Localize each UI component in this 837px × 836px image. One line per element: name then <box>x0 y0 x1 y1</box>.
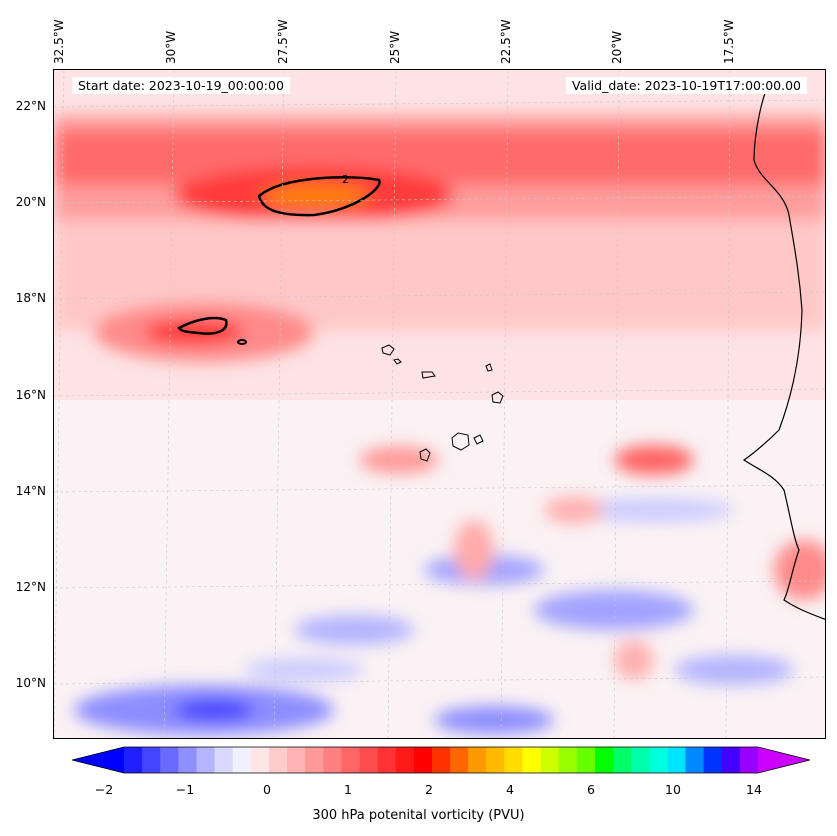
colorbar-cell <box>739 747 759 773</box>
colorbar-cell <box>558 747 578 773</box>
latitude-label: 12°N <box>15 580 46 594</box>
colorbar-cell <box>649 747 668 773</box>
longitude-label: 17.5°W <box>722 19 736 64</box>
colorbar-cell <box>250 747 270 773</box>
latitude-label: 16°N <box>15 388 46 402</box>
latitude-label: 10°N <box>15 676 46 690</box>
latitude-label: 18°N <box>15 291 46 305</box>
latitude-label: 14°N <box>15 484 46 498</box>
latitude-label: 20°N <box>15 195 46 209</box>
colorbar-cell <box>468 747 487 773</box>
pv-2-contour-north <box>257 176 381 217</box>
colorbar-cell <box>359 747 379 773</box>
colorbar-cell <box>323 747 342 773</box>
colorbar-cell <box>196 747 216 773</box>
colorbar-cell <box>522 747 542 773</box>
pv-2-contour-small <box>237 339 247 345</box>
colorbar-cell <box>594 747 614 773</box>
colorbar-cell <box>685 747 705 773</box>
valid-date-label: Valid_date: 2023-10-19T17:00:00.00 <box>565 77 807 94</box>
colorbar-cell <box>667 747 687 773</box>
longitude-label: 27.5°W <box>276 19 290 64</box>
colorbar-cell <box>431 747 451 773</box>
colorbar-cell <box>232 747 252 773</box>
contour-label: 2 <box>342 173 349 186</box>
colorbar-cell <box>613 747 632 773</box>
cape-verde-islands <box>381 344 504 462</box>
colorbar-cell <box>142 747 161 773</box>
longitude-label: 30°W <box>164 30 178 64</box>
colorbar-tick-label: 6 <box>587 782 595 797</box>
colorbar-cell <box>178 747 197 773</box>
pv-2-contour-west <box>177 316 228 335</box>
colorbar-tick-label: −2 <box>94 782 114 797</box>
colorbar-min-arrow <box>72 747 124 773</box>
longitude-label: 32.5°W <box>52 19 66 64</box>
colorbar-tick-label: 1 <box>344 782 352 797</box>
colorbar-tick-label: 14 <box>746 782 762 797</box>
colorbar-cell <box>377 747 397 773</box>
colorbar-cell <box>341 747 360 773</box>
map-panel: 2 <box>53 69 826 739</box>
latitude-label: 22°N <box>15 99 46 113</box>
colorbar-cell <box>721 747 741 773</box>
colorbar-cell <box>287 747 306 773</box>
colorbar-cell <box>486 747 505 773</box>
africa-coastline <box>742 89 825 620</box>
colorbar-cell <box>703 747 723 773</box>
pv-field: 2 <box>54 70 825 738</box>
colorbar-cell <box>214 747 234 773</box>
graticule <box>54 70 825 738</box>
colorbar-cell <box>124 747 143 773</box>
colorbar-tick-label: 10 <box>665 782 681 797</box>
colorbar-cell <box>450 747 469 773</box>
colorbar-cell <box>395 747 415 773</box>
longitude-label: 20°W <box>610 30 624 64</box>
colorbar-label: 300 hPa potenital vorticity (PVU) <box>312 808 525 823</box>
colorbar-tick-label: 2 <box>425 782 433 797</box>
colorbar-cell <box>576 747 596 773</box>
colorbar-cell <box>413 747 433 773</box>
colorbar-cell <box>504 747 524 773</box>
start-date-label: Start date: 2023-10-19_00:00:00 <box>72 77 290 94</box>
colorbar-cell <box>160 747 179 773</box>
colorbar-tick-label: 0 <box>263 782 271 797</box>
colorbar-cell <box>268 747 288 773</box>
longitude-label: 25°W <box>388 30 402 64</box>
colorbar-cell <box>305 747 324 773</box>
pv-shading <box>54 115 825 735</box>
longitude-label: 22.5°W <box>499 19 513 64</box>
colorbar <box>72 746 810 774</box>
colorbar-cell <box>540 747 560 773</box>
colorbar-max-arrow <box>758 747 810 773</box>
colorbar-cell <box>631 747 650 773</box>
colorbar-tick-label: 4 <box>506 782 514 797</box>
colorbar-tick-label: −1 <box>175 782 195 797</box>
